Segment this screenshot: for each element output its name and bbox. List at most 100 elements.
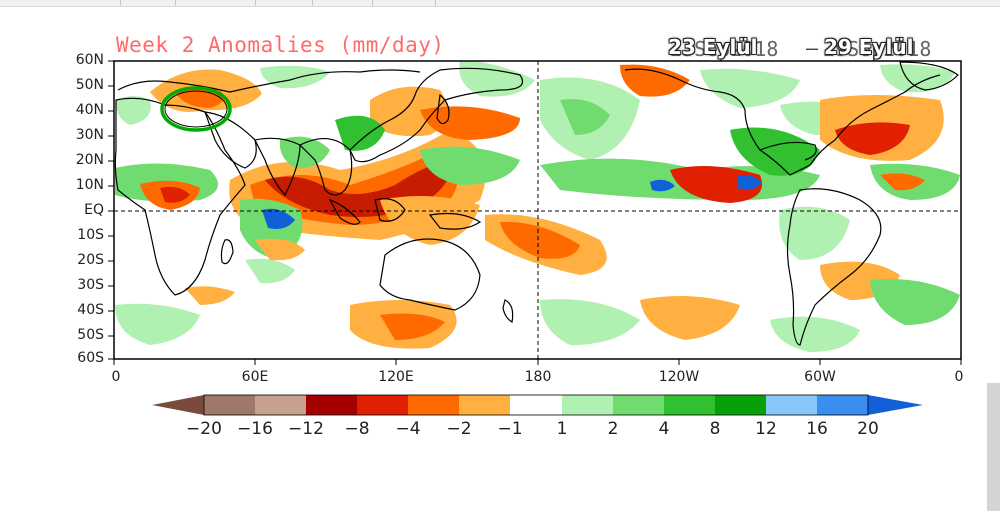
colorbar-swatch [306,395,357,415]
dry-patch-maritime [380,196,480,245]
lat-label: 40S [77,302,104,318]
colorbar-swatch [255,395,306,415]
colorbar [152,394,923,416]
colorbar-arrow-right [868,395,923,415]
date-start-underlay: 23Sep2018 [670,37,779,61]
wet-patch-india [279,136,330,169]
coastline-africa [114,97,246,296]
colorbar-label: 4 [658,419,670,439]
date-end-overlay: 29 Eylül [824,35,914,59]
colorbar-swatch [408,395,459,415]
coastline-alaska [624,68,721,93]
colorbar-label: −1 [497,419,523,439]
lat-label: 50S [77,327,104,343]
colorbar-swatch [766,395,817,415]
dry-patch-alaska [620,64,690,97]
colorbar-swatch [715,395,766,415]
colorbar-frame [203,394,869,416]
colorbar-label: −12 [288,419,324,439]
coastline-sumatra [328,198,361,225]
wet-core-east-pacific-1 [650,179,675,192]
dry-core-west-africa [160,186,190,203]
wet-patch-amazon [779,206,850,260]
colorbar-label: 8 [709,419,721,439]
lat-label: EQ [84,202,104,218]
colorbar-swatch [664,395,715,415]
lon-label: 60E [241,369,269,385]
axis-ticks [108,60,962,365]
colorbar-label: 20 [857,419,879,439]
colorbar-label: 16 [806,419,828,439]
dry-patch-east-pacific [670,166,762,203]
lat-label: 30N [75,127,104,143]
colorbar-label: 1 [556,419,568,439]
coastline-japan [436,93,450,125]
dry-core-north-atlantic [835,122,910,155]
wet-patch-south-indian [115,303,200,345]
wet-patch-china [335,115,385,151]
continent-outlines [114,61,959,346]
dry-patch-southeast-pacific [640,296,740,340]
wet-patch-southern-ocean [540,299,640,345]
wet-patch-atlantic-high [880,64,955,93]
lon-label: 120W [658,369,700,385]
colorbar-swatch [510,395,562,415]
lat-label: 20S [77,252,104,268]
browser-toolbar-strip [0,0,1000,7]
date-end-underlay: 29Sep2018 [823,37,932,61]
date-start-overlay: 23 Eylül [668,35,758,59]
colorbar-swatch [613,395,664,415]
wet-patch-north-africa [115,96,151,125]
colorbar-swatch [817,395,868,415]
wet-core-indian-ocean [262,208,295,229]
dry-patch-japan [420,106,520,140]
wet-core-central-pacific [560,99,610,135]
dry-patch-south-africa [185,286,235,305]
dry-patch-madagascar-east [255,238,305,261]
date-range: 23Sep2018 29Sep2018 23 Eylül – 29 Eylül [668,33,968,61]
colorbar-swatch [204,395,255,415]
lon-label: 0 [954,369,964,385]
lat-label: 10S [77,227,104,243]
coastline-arabia [204,111,257,169]
lon-label: 180 [524,369,552,385]
dry-core-south-pacific [500,221,580,259]
colorbar-label: −16 [237,419,273,439]
colorbar-arrow-left [152,395,204,415]
lat-label: 60N [75,52,104,68]
coastline-greenland [899,61,959,91]
lat-label: 20N [75,152,104,168]
colorbar-label: −2 [446,419,472,439]
dry-core-south-australia [380,313,445,340]
wet-patch-north-america [700,68,800,108]
lat-label: 30S [77,277,104,293]
highlight-circle-inner [164,90,228,128]
wet-patch-west-pacific [420,146,520,185]
lon-label: 120E [378,369,414,385]
lat-label: 50N [75,77,104,93]
colorbar-label: −20 [186,419,222,439]
wet-core-east-pacific-2 [737,174,762,190]
coastline-europe [117,69,421,93]
colorbar-label: −4 [395,419,421,439]
lat-label: 10N [75,177,104,193]
highlight-circle-turkey [160,86,232,132]
coastline-new-zealand [502,299,514,323]
colorbar-swatch [459,395,510,415]
colorbar-label: 12 [755,419,777,439]
wet-patch-central-america [730,127,820,176]
coastline-borneo [374,198,406,222]
colorbar-swatch [357,395,408,415]
coastline-southeast-asia [298,138,353,196]
lat-label: 40N [75,102,104,118]
wet-patch-indian-southwest [245,258,295,284]
wet-patch-south-atlantic [870,279,960,325]
coastline-madagascar [220,239,234,265]
lon-label: 60W [804,369,836,385]
coastline-gulf-of-mexico [759,141,817,161]
coastline-australia [379,238,481,311]
lon-label: 0 [111,369,121,385]
coastline-south-america [786,188,882,346]
scrollbar-fragment[interactable] [987,383,1000,511]
